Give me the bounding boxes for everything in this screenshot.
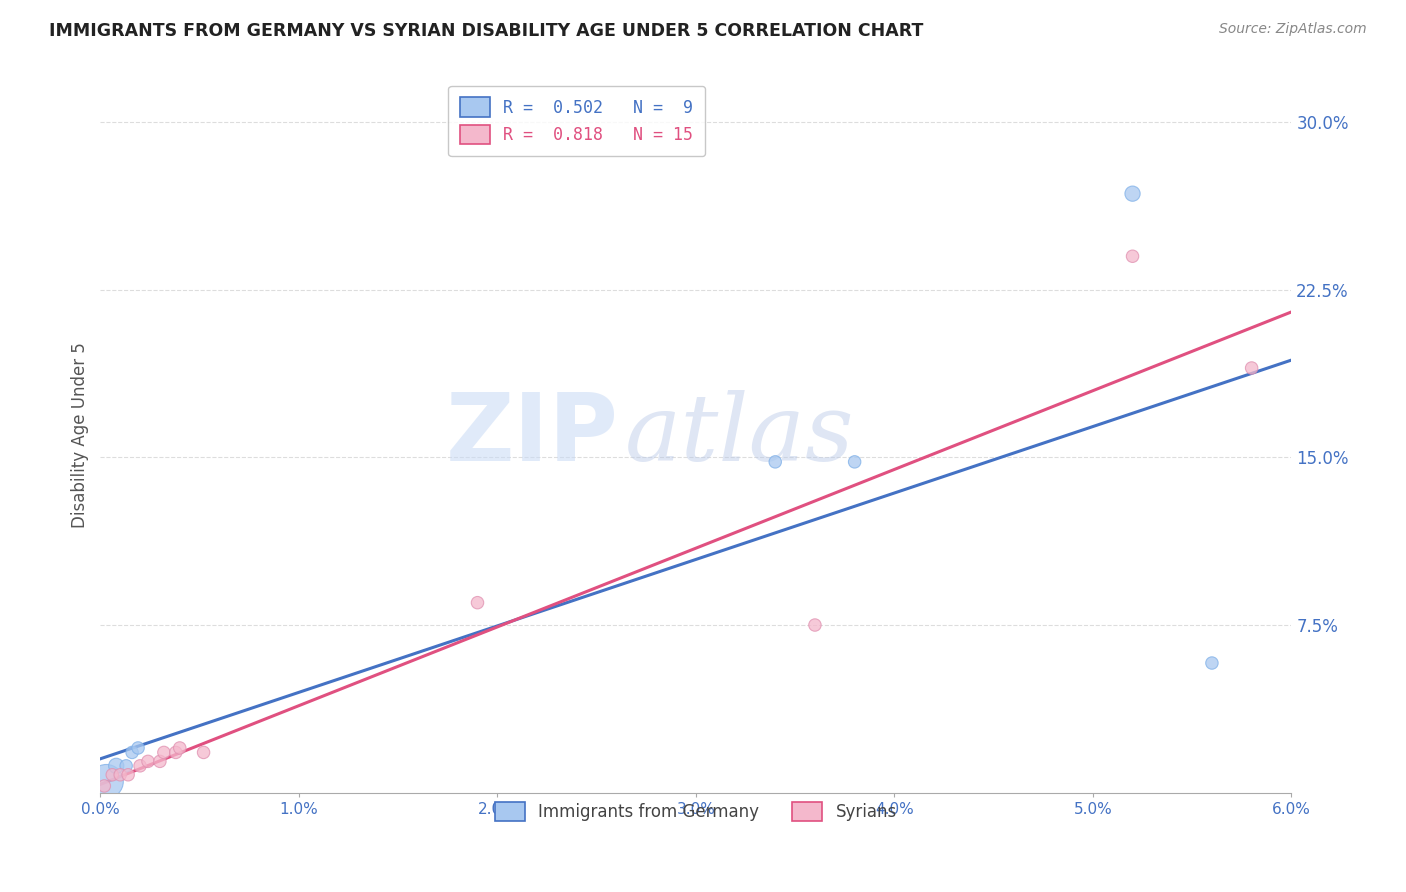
Point [1201,656,1223,670]
Point [193,746,215,760]
Point [129,759,152,773]
Point [93,779,115,793]
Point [105,759,128,773]
Point [153,746,176,760]
Point [136,755,159,769]
Point [115,759,138,773]
Legend: Immigrants from Germany, Syrians: Immigrants from Germany, Syrians [481,789,910,834]
Y-axis label: Disability Age Under 5: Disability Age Under 5 [72,343,89,528]
Point [1240,361,1263,376]
Point [117,768,139,782]
Text: IMMIGRANTS FROM GERMANY VS SYRIAN DISABILITY AGE UNDER 5 CORRELATION CHART: IMMIGRANTS FROM GERMANY VS SYRIAN DISABI… [49,22,924,40]
Point [1122,186,1144,201]
Point [96,774,118,789]
Point [804,618,827,632]
Point [101,768,124,782]
Point [1122,249,1144,263]
Point [169,741,191,756]
Point [108,768,131,782]
Text: atlas: atlas [624,390,853,480]
Point [121,746,143,760]
Point [763,455,786,469]
Point [844,455,866,469]
Text: ZIP: ZIP [446,389,619,481]
Point [149,755,172,769]
Point [127,741,149,756]
Point [467,596,489,610]
Point [165,746,187,760]
Text: Source: ZipAtlas.com: Source: ZipAtlas.com [1219,22,1367,37]
